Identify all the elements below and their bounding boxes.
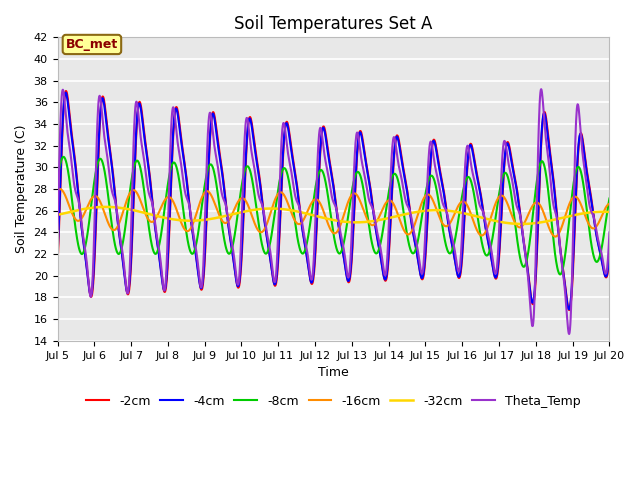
- Theta_Temp: [177, 156, 184, 162]
- -8cm: [540, 163, 548, 168]
- Line: -8cm: -8cm: [58, 157, 609, 275]
- -8cm: [163, 186, 171, 192]
- -4cm: [420, 271, 428, 276]
- Theta_Temp: [492, 271, 499, 276]
- Text: BC_met: BC_met: [66, 38, 118, 51]
- Theta_Temp: [538, 86, 545, 92]
- -4cm: [61, 90, 69, 96]
- -16cm: [239, 195, 246, 201]
- -32cm: [54, 212, 61, 218]
- -8cm: [556, 272, 564, 277]
- -2cm: [605, 254, 613, 260]
- -4cm: [540, 110, 548, 116]
- -8cm: [605, 196, 613, 202]
- Theta_Temp: [419, 266, 427, 272]
- -32cm: [177, 217, 184, 223]
- -16cm: [605, 201, 613, 206]
- Line: Theta_Temp: Theta_Temp: [58, 89, 609, 334]
- -4cm: [239, 233, 246, 239]
- -2cm: [62, 88, 70, 94]
- Legend: -2cm, -4cm, -8cm, -16cm, -32cm, Theta_Temp: -2cm, -4cm, -8cm, -16cm, -32cm, Theta_Te…: [81, 390, 586, 412]
- -4cm: [177, 134, 184, 140]
- Theta_Temp: [605, 229, 613, 235]
- -16cm: [492, 201, 499, 206]
- -2cm: [177, 131, 184, 136]
- Line: -2cm: -2cm: [58, 91, 609, 310]
- Theta_Temp: [565, 331, 573, 337]
- -4cm: [163, 265, 171, 271]
- -2cm: [163, 271, 171, 276]
- Line: -16cm: -16cm: [58, 189, 609, 237]
- -32cm: [605, 209, 613, 215]
- X-axis label: Time: Time: [318, 366, 349, 379]
- -32cm: [420, 208, 428, 214]
- Theta_Temp: [163, 257, 171, 263]
- Y-axis label: Soil Temperature (C): Soil Temperature (C): [15, 125, 28, 253]
- Theta_Temp: [540, 117, 548, 123]
- -32cm: [492, 218, 499, 224]
- -2cm: [565, 307, 573, 313]
- -32cm: [541, 219, 548, 225]
- -32cm: [239, 209, 246, 215]
- -32cm: [518, 221, 526, 227]
- -2cm: [492, 276, 499, 281]
- -16cm: [54, 187, 61, 193]
- -2cm: [420, 274, 428, 279]
- -2cm: [540, 109, 548, 115]
- -8cm: [420, 204, 428, 209]
- Line: -4cm: -4cm: [58, 93, 609, 309]
- -16cm: [540, 212, 548, 217]
- -4cm: [565, 306, 573, 312]
- -8cm: [177, 187, 184, 193]
- -16cm: [56, 186, 63, 192]
- -4cm: [54, 255, 61, 261]
- -16cm: [177, 218, 184, 224]
- -2cm: [239, 240, 246, 246]
- -32cm: [163, 216, 171, 221]
- -16cm: [552, 234, 559, 240]
- -8cm: [239, 179, 246, 184]
- -16cm: [420, 196, 428, 202]
- -4cm: [605, 250, 613, 256]
- -2cm: [54, 263, 61, 269]
- -8cm: [60, 154, 67, 160]
- -16cm: [163, 194, 171, 200]
- -32cm: [102, 204, 109, 210]
- -8cm: [54, 177, 61, 183]
- Title: Soil Temperatures Set A: Soil Temperatures Set A: [234, 15, 433, 33]
- Theta_Temp: [238, 210, 246, 216]
- -8cm: [492, 216, 499, 221]
- -4cm: [492, 275, 499, 280]
- Theta_Temp: [54, 226, 61, 232]
- Line: -32cm: -32cm: [58, 207, 609, 224]
